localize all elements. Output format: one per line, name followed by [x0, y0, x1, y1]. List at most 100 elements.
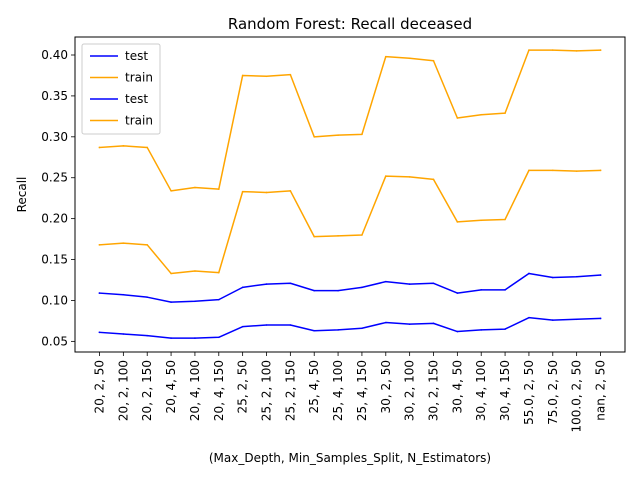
- data-point: [170, 190, 172, 192]
- data-point: [122, 333, 125, 335]
- data-point: [217, 298, 220, 301]
- data-point: [408, 176, 411, 178]
- data-point: [98, 331, 101, 334]
- data-point: [313, 329, 316, 332]
- x-tick-label: 25, 2, 100: [260, 360, 274, 421]
- legend-label: test: [125, 92, 148, 106]
- data-point: [122, 242, 125, 244]
- data-point: [432, 59, 435, 62]
- data-point: [384, 321, 387, 324]
- x-tick-label: 30, 4, 100: [474, 360, 488, 421]
- data-point: [599, 169, 602, 172]
- data-point: [432, 178, 435, 181]
- data-point: [575, 170, 578, 172]
- data-point: [551, 169, 554, 172]
- data-point: [265, 324, 268, 326]
- data-point: [98, 146, 101, 149]
- data-point: [337, 134, 339, 136]
- x-axis: 20, 2, 50 20, 2, 100 20, 2, 150 20, 4, 50 20…: [93, 352, 608, 433]
- data-point: [217, 188, 220, 190]
- data-point: [217, 336, 220, 339]
- series-line-train-4: [98, 49, 602, 192]
- data-point: [384, 175, 387, 177]
- x-tick-label: 20, 4, 150: [212, 360, 226, 421]
- x-tick-label: 30, 4, 50: [450, 360, 464, 413]
- data-point: [217, 271, 220, 274]
- data-point: [122, 145, 125, 147]
- x-tick-label: 75.0, 2, 50: [546, 360, 560, 425]
- data-point: [504, 289, 506, 291]
- series-line-test-3: [98, 272, 602, 303]
- x-tick-label: 25, 4, 100: [331, 360, 345, 421]
- legend-label: train: [125, 71, 153, 85]
- data-point: [313, 235, 316, 238]
- plot-area: [75, 37, 625, 352]
- data-point: [265, 191, 268, 194]
- data-point: [408, 57, 411, 60]
- x-tick-label: 30, 2, 150: [427, 360, 441, 421]
- x-axis-label: (Max_Depth, Min_Samples_Split, N_Estimat…: [209, 451, 491, 465]
- x-tick-label: 20, 2, 150: [140, 360, 154, 421]
- data-point: [456, 117, 459, 119]
- data-point: [599, 317, 602, 320]
- data-point: [146, 146, 149, 149]
- legend-label: train: [125, 114, 153, 128]
- data-point: [361, 234, 363, 236]
- data-point: [432, 322, 435, 325]
- legend-label: test: [125, 49, 148, 63]
- y-tick-label: 0.25: [41, 171, 68, 185]
- data-point: [599, 274, 602, 276]
- data-point: [194, 300, 196, 303]
- data-point: [456, 221, 459, 223]
- data-point: [480, 219, 483, 222]
- data-point: [528, 169, 530, 172]
- chart-title: Random Forest: Recall deceased: [228, 15, 472, 33]
- data-point: [265, 75, 268, 78]
- data-point: [241, 190, 244, 193]
- series-line-test-1: [98, 316, 602, 339]
- data-point: [241, 286, 244, 289]
- data-point: [528, 49, 530, 51]
- data-point: [575, 275, 578, 278]
- data-point: [194, 186, 196, 189]
- data-point: [504, 328, 506, 330]
- legend-box: [81, 43, 161, 135]
- data-point: [289, 190, 292, 192]
- data-point: [337, 329, 339, 331]
- y-tick-label: 0.05: [41, 334, 68, 348]
- y-axis-label: Recall: [15, 177, 29, 213]
- x-tick-label: 100.0, 2, 50: [570, 360, 584, 433]
- y-axis: 0.05 0.10 0.15 0.20 0.25 0.30 0.35 0.40: [41, 48, 75, 348]
- x-tick-label: 25, 2, 150: [283, 360, 297, 421]
- y-tick-label: 0.40: [41, 48, 68, 62]
- data-point: [575, 318, 578, 321]
- y-tick-label: 0.20: [41, 212, 68, 226]
- data-point: [170, 272, 172, 275]
- series-layer: [98, 49, 602, 339]
- data-point: [313, 136, 316, 138]
- series-line-train-2: [98, 169, 602, 275]
- data-point: [194, 270, 196, 272]
- data-point: [146, 334, 149, 337]
- data-point: [313, 289, 316, 292]
- data-point: [528, 272, 530, 275]
- data-point: [480, 289, 483, 291]
- data-point: [432, 282, 435, 285]
- data-point: [480, 329, 483, 331]
- data-point: [337, 289, 339, 292]
- data-point: [146, 296, 149, 298]
- legend: test train test train: [81, 43, 161, 135]
- y-tick-label: 0.10: [41, 293, 68, 307]
- data-point: [361, 286, 363, 289]
- x-tick-label: 30, 2, 100: [403, 360, 417, 421]
- x-tick-label: 20, 4, 100: [188, 360, 202, 421]
- data-point: [289, 282, 292, 285]
- data-point: [194, 337, 196, 339]
- x-tick-label: nan, 2, 50: [594, 360, 608, 421]
- data-point: [551, 319, 554, 321]
- data-point: [170, 337, 172, 339]
- data-point: [337, 235, 339, 237]
- plot-frame: [74, 36, 626, 353]
- y-tick-label: 0.35: [41, 89, 68, 103]
